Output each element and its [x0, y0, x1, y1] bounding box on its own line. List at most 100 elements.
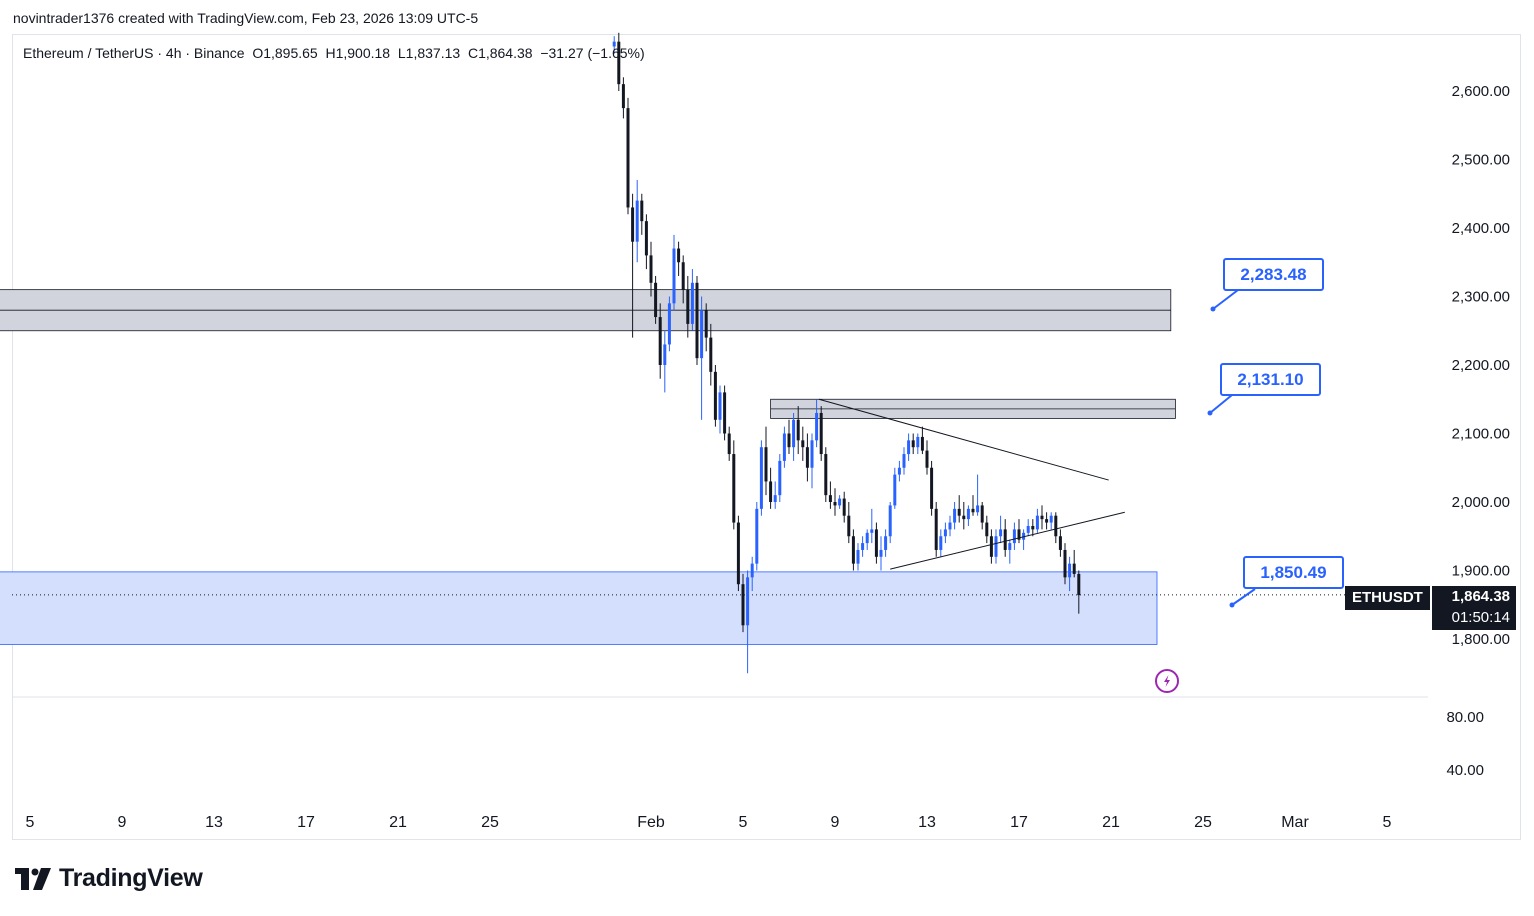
- callout-pointer-2: [1209, 394, 1233, 414]
- candle-body: [1058, 536, 1062, 550]
- candle: [939, 529, 943, 557]
- candle-body: [750, 563, 754, 578]
- symbol-tag: ETHUSDT: [1345, 586, 1430, 610]
- candle: [1077, 570, 1081, 614]
- tradingview-logo[interactable]: TradingView: [15, 864, 203, 893]
- time-tick-label: 17: [1010, 814, 1028, 831]
- candle: [635, 180, 639, 263]
- candle: [911, 433, 915, 455]
- candle: [920, 426, 924, 455]
- candle-body: [833, 502, 837, 506]
- callout-pointer-3: [1231, 588, 1256, 606]
- candle-body: [884, 536, 888, 550]
- price-tick-label: 2,400.00: [1452, 220, 1510, 237]
- candle: [1045, 512, 1049, 530]
- price-tick-label: 2,100.00: [1452, 426, 1510, 443]
- candle: [704, 303, 708, 352]
- candle-body: [1026, 525, 1030, 533]
- candle-body: [962, 515, 966, 520]
- candle-body: [1012, 529, 1016, 544]
- candle: [759, 440, 763, 516]
- candle: [672, 234, 676, 311]
- price-tick-label: 1,900.00: [1452, 563, 1510, 580]
- chart-frame[interactable]: [12, 34, 1521, 840]
- trendline-2: [890, 511, 1125, 570]
- candle: [649, 241, 653, 297]
- candle-body: [805, 447, 809, 468]
- candle-body: [700, 310, 704, 359]
- callout-pointer-1: [1212, 289, 1239, 310]
- candle: [764, 426, 768, 496]
- legend-high: H1,900.18: [325, 45, 391, 61]
- legend-change: −31.27 (−1.65%): [540, 45, 645, 61]
- time-tick-label: 17: [297, 814, 315, 831]
- indicator-tick-label: 40.00: [1446, 762, 1484, 779]
- candle-body: [1017, 529, 1021, 540]
- candle-body: [640, 200, 644, 222]
- candle-body: [1054, 515, 1058, 537]
- candle-body: [612, 41, 616, 47]
- candle-body: [746, 577, 750, 626]
- price-axis: 2,600.00 2,500.00 2,400.00 2,300.00 2,200.00…: [1446, 83, 1510, 779]
- candles-layer: [612, 32, 1081, 674]
- candle-body: [654, 282, 658, 318]
- candle: [930, 460, 934, 516]
- candle-body: [874, 529, 878, 557]
- candle: [782, 426, 786, 468]
- candle-body: [989, 536, 993, 557]
- legend-open: O1,895.65: [252, 45, 318, 61]
- candle-body: [925, 450, 929, 468]
- candle-body: [621, 84, 625, 109]
- price-callout-3[interactable]: 1,850.49: [1243, 556, 1344, 589]
- candle-body: [672, 248, 676, 304]
- tradingview-logo-text: TradingView: [59, 864, 203, 892]
- candle-body: [966, 508, 970, 520]
- candle: [796, 406, 800, 455]
- candle: [709, 323, 713, 386]
- price-tick-label: 1,800.00: [1452, 631, 1510, 648]
- time-axis: 5 9 13 17 21 25 Feb 5 9 13 17 21 25 Mar 5: [26, 814, 1392, 831]
- candle: [953, 502, 957, 530]
- candle: [842, 491, 846, 523]
- candle-body: [677, 248, 681, 263]
- candle: [773, 481, 777, 509]
- candle: [865, 529, 869, 550]
- price-callout-1[interactable]: 2,283.48: [1223, 258, 1324, 291]
- candle: [1017, 519, 1021, 544]
- candle-body: [1068, 563, 1072, 578]
- candle: [787, 419, 791, 455]
- price-callout-2[interactable]: 2,131.10: [1220, 363, 1321, 396]
- candle: [810, 433, 814, 489]
- candle-body: [778, 460, 782, 496]
- candle-body: [838, 498, 842, 506]
- legend-symbol: Ethereum / TetherUS · 4h · Binance: [23, 45, 245, 61]
- candle: [686, 275, 690, 338]
- candle-body: [736, 522, 740, 585]
- candle: [833, 488, 837, 516]
- candle-body: [667, 303, 671, 345]
- candle-body: [1008, 543, 1012, 550]
- candle-body: [709, 337, 713, 372]
- candle-body: [870, 529, 874, 533]
- candle: [1063, 543, 1067, 585]
- candle-body: [686, 289, 690, 324]
- candle-body: [976, 505, 980, 513]
- candle: [1040, 505, 1044, 530]
- candle: [861, 536, 865, 557]
- candle-body: [723, 392, 727, 434]
- candle-body: [971, 508, 975, 513]
- last-price-tag: 1,864.38 01:50:14: [1432, 586, 1516, 630]
- chart-credit: novintrader1376 created with TradingView…: [13, 10, 479, 26]
- trendline-1: [818, 398, 1109, 481]
- candle-body: [801, 440, 805, 448]
- time-tick-label: Feb: [637, 814, 665, 831]
- candle: [1049, 512, 1053, 530]
- candle-body: [865, 532, 869, 544]
- candle-body: [856, 549, 860, 564]
- candle: [695, 275, 699, 365]
- price-tick-label: 2,300.00: [1452, 289, 1510, 306]
- candle: [828, 481, 832, 509]
- callout-pointers-layer: [1207, 289, 1256, 608]
- callout-anchor-2: [1207, 410, 1213, 416]
